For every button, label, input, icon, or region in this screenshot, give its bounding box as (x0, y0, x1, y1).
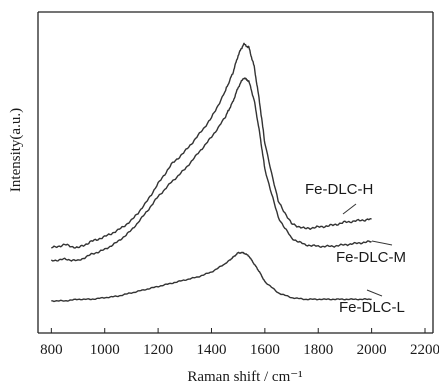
series-line (51, 251, 372, 303)
x-axis-title: Raman shift / cm⁻¹ (187, 369, 302, 385)
x-tick-label: 1800 (303, 342, 333, 358)
series-label: Fe-DLC-H (305, 181, 373, 198)
y-axis-title: Intensity(a.u.) (8, 108, 24, 192)
series-label-leader (371, 240, 393, 246)
x-tick-label: 1000 (90, 342, 120, 358)
x-tick-label: 800 (40, 342, 63, 358)
x-tick-label: 2200 (410, 342, 439, 358)
series-label: Fe-DLC-M (336, 249, 406, 266)
series-label-leader (366, 289, 383, 297)
plot-frame (37, 11, 434, 334)
x-tick-label: 1400 (196, 342, 226, 358)
x-tick-label: 1200 (143, 342, 173, 358)
series-labels: Fe-DLC-H Fe-DLC-M Fe-DLC-L (305, 181, 406, 316)
x-tick-label: 1600 (250, 342, 280, 358)
series-label-leader (342, 203, 357, 215)
x-ticks: 800 1000 1200 1400 1600 1800 2000 2200 (40, 328, 439, 358)
series-line (50, 77, 372, 262)
x-tick-label: 2000 (357, 342, 387, 358)
series-label: Fe-DLC-L (339, 299, 405, 316)
series-line (51, 42, 372, 249)
series-layer (50, 42, 372, 303)
